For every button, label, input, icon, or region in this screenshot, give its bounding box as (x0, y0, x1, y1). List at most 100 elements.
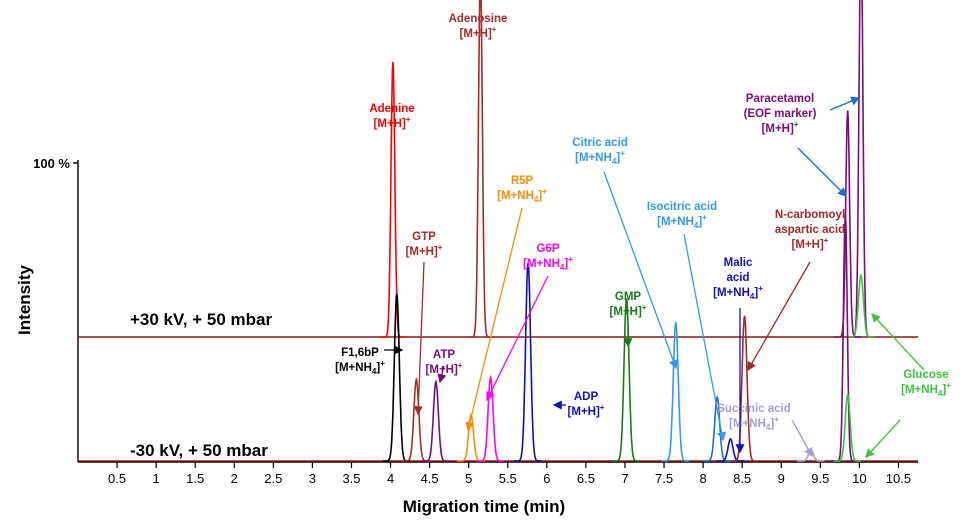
label-gmp: GMP[M+H]+ (610, 291, 647, 318)
peak-gmp (612, 298, 641, 462)
svg-text:[M+NH4]+: [M+NH4]+ (729, 415, 779, 432)
annotations: Adenine[M+H]+Adenosine[M+H]+GTP[M+H]+R5P… (335, 13, 951, 458)
traces (78, 0, 918, 462)
label-adenine: Adenine[M+H]+ (369, 103, 414, 130)
x-tick-label: 4.5 (421, 471, 439, 486)
peak-succinic-acid (796, 449, 825, 462)
leader-arrow-ncarb (747, 261, 811, 372)
svg-text:[M+H]+: [M+H]+ (792, 236, 829, 251)
x-tick-label: 0.5 (108, 471, 126, 486)
peak-gtp (402, 376, 430, 462)
label-r5p: R5P[M+NH4]+ (497, 175, 547, 204)
label-isocitric: Isocitric acid[M+NH4]+ (647, 201, 717, 230)
svg-text:[M+H]+: [M+H]+ (406, 243, 443, 258)
peak-g6p (476, 374, 505, 462)
peak-glucose (846, 273, 875, 338)
peak-f1-6bp (382, 293, 411, 462)
x-tick-label: 6 (543, 471, 550, 486)
y-tick-label-100: 100 % (33, 156, 70, 171)
condition-label-bottom: -30 kV, + 50 mbar (130, 441, 268, 460)
leader-arrow-paracetamol (797, 147, 847, 197)
svg-text:[M+NH4]+: [M+NH4]+ (575, 149, 625, 166)
leader-arrow-succinic (791, 419, 813, 458)
svg-text:[M+NH4]+: [M+NH4]+ (335, 359, 385, 376)
svg-text:[M+H]+: [M+H]+ (374, 115, 411, 130)
peak-adenine (378, 61, 407, 338)
svg-text:[M+NH4]+: [M+NH4]+ (657, 213, 707, 230)
svg-text:Adenosine: Adenosine (449, 13, 508, 25)
svg-text:Adenine: Adenine (369, 103, 414, 115)
label-gtp: GTP[M+H]+ (406, 231, 443, 258)
label-adp: ADP[M+H]+ (568, 391, 605, 418)
x-tick-label: 2 (231, 471, 238, 486)
svg-text:Glucose: Glucose (903, 369, 948, 381)
x-tick-label: 7 (621, 471, 628, 486)
x-tick-label: 9 (778, 471, 785, 486)
leader-arrow-glucose (871, 313, 925, 371)
svg-text:Succinic acid: Succinic acid (717, 403, 791, 415)
peak-r5p (457, 413, 485, 462)
peak-atp (421, 379, 450, 462)
y-axis-title: Intensity (15, 265, 34, 335)
svg-text:Isocitric acid: Isocitric acid (647, 201, 717, 213)
label-glucose: Glucose[M+NH4]+ (901, 369, 951, 398)
leader-arrow-glucose-2 (865, 419, 901, 458)
leader-arrow-gtp (413, 261, 425, 416)
peak-isocitric-acid (703, 395, 731, 462)
x-tick-label: 4 (387, 471, 394, 486)
x-tick-label: 9.5 (811, 471, 829, 486)
label-citric: Citric acid[M+NH4]+ (572, 137, 628, 166)
svg-text:[M+NH4]+: [M+NH4]+ (523, 255, 573, 272)
svg-text:Malic: Malic (724, 257, 753, 269)
x-tick-label: 7.5 (655, 471, 673, 486)
leader-arrow-paracetamol-2 (829, 96, 861, 111)
svg-text:N-carbomoyl: N-carbomoyl (775, 209, 845, 221)
x-tick-label: 5.5 (499, 471, 517, 486)
x-tick-label: 1 (153, 471, 160, 486)
leader-arrow-g6p (486, 275, 549, 402)
x-tick-label: 8.5 (733, 471, 751, 486)
leader-arrow-isocitric (683, 233, 727, 442)
x-tick-label: 8 (699, 471, 706, 486)
svg-text:[M+H]+: [M+H]+ (610, 303, 647, 318)
label-paracetamol: Paracetamol (EOF marker)[M+H]+ (744, 93, 817, 135)
svg-text:[M+NH4]+: [M+NH4]+ (901, 381, 951, 398)
svg-text:acid: acid (726, 272, 749, 284)
peak-citric-acid (661, 322, 690, 462)
svg-text:(EOF marker): (EOF marker) (744, 108, 817, 120)
x-tick-label: 3 (309, 471, 316, 486)
leader-arrow-citric (603, 171, 678, 370)
svg-text:R5P: R5P (511, 175, 534, 187)
peak-glucose (833, 392, 862, 462)
peak-adenosine (466, 0, 494, 338)
x-tick-label: 10 (852, 471, 866, 486)
condition-label-top: +30 kV, + 50 mbar (130, 310, 272, 329)
label-f16bp: F1,6bP[M+NH4]+ (335, 347, 385, 376)
peak-n-carbomoyl-aspartic-acid (730, 315, 759, 462)
label-succinic: Succinic acid[M+NH4]+ (717, 403, 791, 432)
x-tick-label: 1.5 (186, 471, 204, 486)
svg-text:[M+H]+: [M+H]+ (426, 361, 463, 376)
x-tick-label: 6.5 (577, 471, 595, 486)
svg-text:ATP: ATP (433, 349, 455, 361)
label-malic: Malic acid[M+NH4]+ (713, 257, 763, 301)
label-atp: ATP[M+H]+ (426, 349, 463, 376)
x-tick-label: 2.5 (264, 471, 282, 486)
peak-paracetamol-eof-marker- (833, 110, 862, 338)
svg-text:F1,6bP: F1,6bP (341, 347, 379, 359)
label-adenosine: Adenosine[M+H]+ (449, 13, 508, 40)
svg-text:ADP: ADP (574, 391, 599, 403)
x-axis-title: Migration time (min) (403, 497, 565, 516)
svg-text:GTP: GTP (412, 231, 436, 243)
svg-text:[M+H]+: [M+H]+ (460, 25, 497, 40)
axes: 100 % 0.5 1 1.5 2 2.5 3 3.5 4 4.5 5 5.5 6 6.5 7 7.5 8 8.5… (33, 156, 918, 486)
svg-text:aspartic acid: aspartic acid (775, 224, 845, 236)
x-tick-label: 10.5 (886, 471, 911, 486)
peak-malic-acid (716, 437, 745, 462)
label-g6p: G6P[M+NH4]+ (523, 243, 573, 272)
peak-adp (514, 262, 542, 462)
svg-text:Paracetamol: Paracetamol (746, 93, 814, 105)
svg-text:[M+H]+: [M+H]+ (568, 403, 605, 418)
svg-text:[M+NH4]+: [M+NH4]+ (713, 284, 763, 301)
